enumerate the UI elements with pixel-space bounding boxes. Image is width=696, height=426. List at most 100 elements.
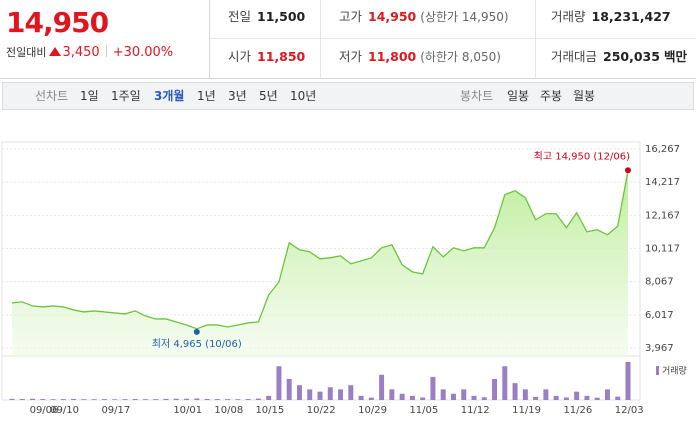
stat-label: 시가 bbox=[228, 49, 252, 64]
volume-bar bbox=[512, 383, 518, 400]
volume-bar bbox=[338, 389, 344, 400]
divider bbox=[210, 38, 696, 39]
volume-bar bbox=[245, 399, 251, 400]
volume-bar bbox=[533, 396, 539, 400]
volume-bar bbox=[389, 389, 395, 400]
volume-bar bbox=[543, 389, 549, 400]
stat-label: 고가 bbox=[339, 9, 363, 24]
volume-bar bbox=[122, 399, 128, 400]
volume-bar bbox=[184, 398, 190, 400]
legend-label: 거래량 bbox=[662, 365, 687, 377]
price-area bbox=[12, 170, 628, 356]
stat-label: 거래량 bbox=[551, 9, 586, 24]
x-tick-label: 09/10 bbox=[50, 405, 79, 416]
volume-bar bbox=[173, 398, 179, 400]
current-price: 14,950 bbox=[6, 6, 109, 39]
volume-bar bbox=[584, 395, 590, 400]
volume-bar bbox=[358, 395, 364, 400]
x-tick-label: 10/15 bbox=[255, 405, 284, 416]
separator bbox=[105, 45, 107, 57]
volume-bar bbox=[235, 399, 241, 400]
period-button[interactable]: 1일 bbox=[80, 89, 99, 103]
stat-value: 11,500 bbox=[257, 9, 306, 24]
x-tick-label: 11/12 bbox=[461, 405, 490, 416]
period-button[interactable]: 5년 bbox=[259, 89, 278, 103]
volume-bar bbox=[553, 395, 559, 400]
x-tick-label: 11/26 bbox=[563, 405, 592, 416]
volume-bar bbox=[522, 389, 528, 400]
stat-label: 저가 bbox=[339, 49, 363, 64]
x-tick-label: 12/03 bbox=[615, 405, 644, 416]
volume-bar bbox=[615, 396, 621, 400]
x-tick-label: 10/08 bbox=[214, 405, 243, 416]
volume-bar bbox=[440, 389, 446, 400]
volume-bar bbox=[101, 399, 107, 400]
stat-value: 11,850 bbox=[257, 49, 306, 64]
x-tick-label: 11/05 bbox=[409, 405, 438, 416]
volume-bar bbox=[604, 389, 610, 400]
stat: 저가 11,800 (하한가 8,050) bbox=[339, 40, 501, 78]
stat-note: (상한가 14,950) bbox=[420, 10, 509, 24]
stat-label: 전일 bbox=[228, 9, 252, 24]
volume-bar bbox=[91, 399, 97, 400]
volume-bar bbox=[625, 362, 631, 400]
stat: 거래대금 250,035 백만 bbox=[551, 40, 687, 78]
volume-bar bbox=[30, 398, 36, 400]
candle-button[interactable]: 주봉 bbox=[540, 89, 563, 103]
y-tick-label: 6,017 bbox=[645, 310, 674, 321]
volume-bar bbox=[492, 378, 498, 400]
annotation-marker bbox=[193, 328, 200, 335]
candle-button[interactable]: 일봉 bbox=[507, 89, 530, 103]
x-tick-label: 09/06 bbox=[30, 405, 59, 416]
y-tick-label: 14,217 bbox=[645, 177, 680, 188]
stat-value: 14,950 bbox=[368, 9, 417, 24]
x-tick-label: 10/01 bbox=[173, 405, 202, 416]
volume-bar bbox=[563, 397, 569, 400]
period-button[interactable]: 1년 bbox=[197, 89, 216, 103]
stat-value: 18,231,427 bbox=[591, 9, 671, 24]
volume-bar bbox=[481, 397, 487, 400]
x-tick-label: 11/19 bbox=[512, 405, 541, 416]
volume-bar bbox=[163, 398, 169, 400]
annotation-label: 최저 4,965 (10/06) bbox=[152, 338, 242, 350]
change-label: 전일대비 bbox=[6, 46, 47, 59]
volume-bar bbox=[327, 387, 333, 400]
volume-bar bbox=[276, 366, 282, 400]
period-button[interactable]: 3개월 bbox=[154, 89, 185, 103]
y-tick-label: 16,267 bbox=[645, 144, 680, 155]
volume-bar bbox=[40, 399, 46, 400]
stat-unit: 백만 bbox=[663, 49, 687, 64]
volume-bar bbox=[60, 399, 66, 400]
price-line bbox=[11, 170, 629, 330]
period-button[interactable]: 3년 bbox=[228, 89, 247, 103]
volume-bar bbox=[214, 399, 220, 400]
volume-bar bbox=[296, 385, 302, 400]
volume-bar bbox=[368, 397, 374, 400]
stat: 고가 14,950 (상한가 14,950) bbox=[339, 0, 509, 38]
period-button[interactable]: 1주일 bbox=[111, 89, 141, 103]
volume-bar bbox=[112, 399, 118, 400]
volume-bar bbox=[594, 397, 600, 400]
volume-bar bbox=[81, 399, 87, 400]
period-button[interactable]: 10년 bbox=[290, 89, 317, 103]
volume-bar bbox=[307, 389, 313, 400]
volume-bar bbox=[19, 398, 25, 400]
change-value: 3,450 bbox=[62, 45, 100, 60]
volume-bar bbox=[142, 399, 148, 400]
y-tick-label: 12,167 bbox=[645, 210, 680, 221]
volume-bar bbox=[430, 376, 436, 400]
chart-type-label: 봉차트 bbox=[460, 89, 494, 103]
stat-note: (하한가 8,050) bbox=[420, 50, 501, 64]
stat: 거래량 18,231,427 bbox=[551, 0, 671, 38]
candle-button[interactable]: 월봉 bbox=[573, 89, 596, 103]
volume-bar bbox=[9, 398, 15, 400]
y-tick-label: 10,117 bbox=[645, 244, 680, 255]
chart-type-label: 선차트 bbox=[35, 89, 69, 103]
volume-bar bbox=[50, 399, 56, 400]
stat-value: 11,800 bbox=[368, 49, 417, 64]
volume-bar bbox=[461, 389, 467, 400]
volume-bar bbox=[450, 393, 456, 400]
price-box: 14,950 전일대비 3,450 +30.00% bbox=[0, 0, 210, 78]
stat: 시가 11,850 bbox=[228, 40, 305, 78]
